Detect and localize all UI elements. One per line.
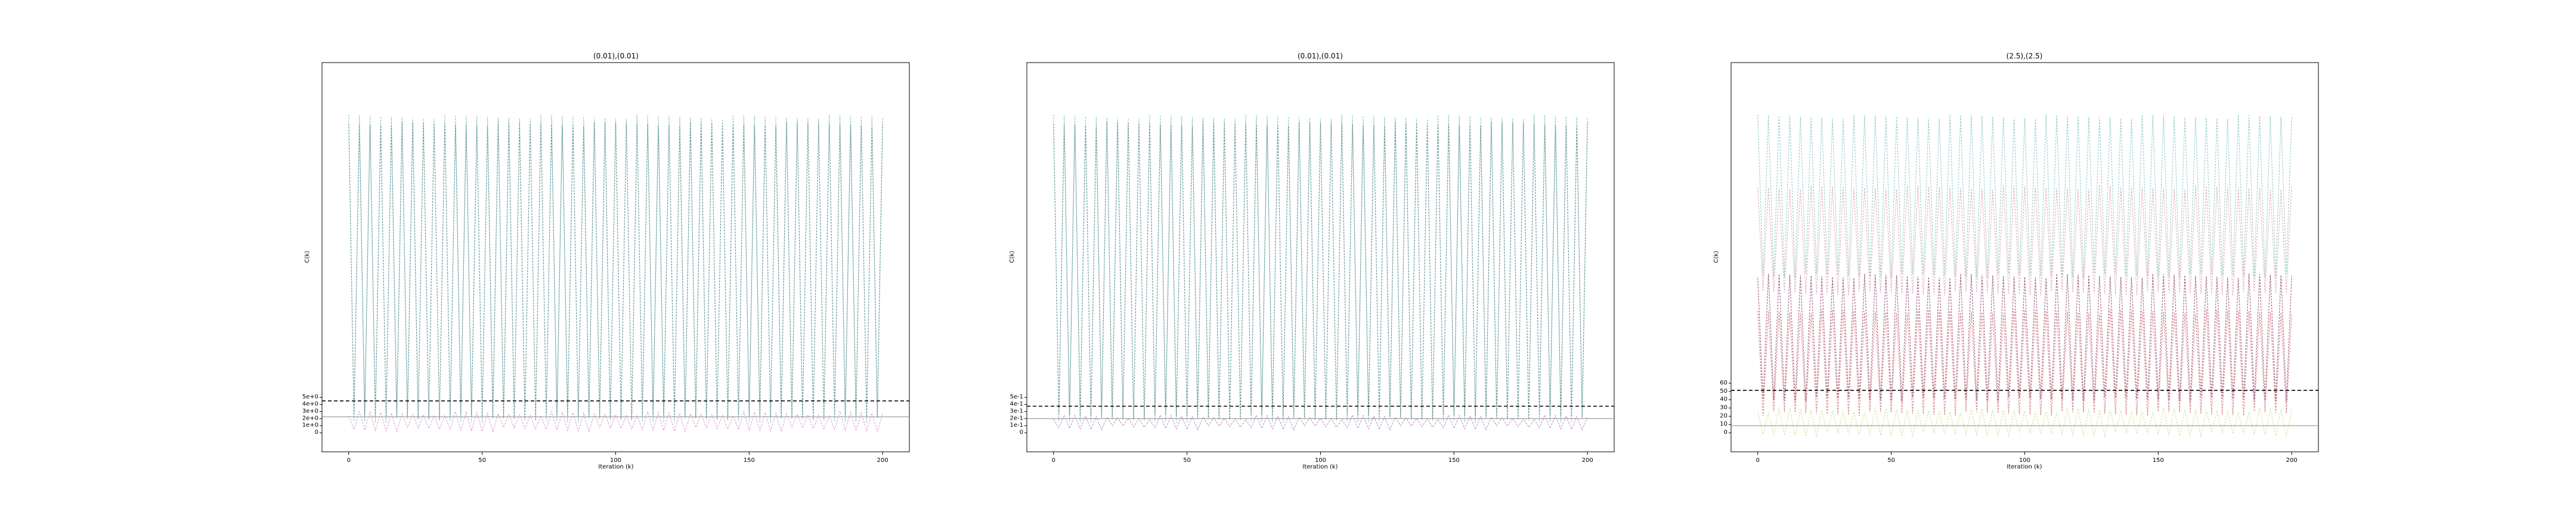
chart-title: (0.01),(0.01) <box>1298 52 1343 60</box>
reference-lines <box>1731 389 2318 426</box>
x-axis-label: Iteration (k) <box>1302 464 1337 470</box>
y-tick-label: 4e+0 <box>302 401 318 408</box>
series-line-4 <box>1757 309 2292 416</box>
x-tick-label: 50 <box>1183 457 1191 464</box>
y-tick-label: 0 <box>1020 429 1023 436</box>
y-tick-label: 10 <box>1720 421 1727 427</box>
series-line-2 <box>1053 122 1588 420</box>
y-tick-label: 1e-1 <box>1010 422 1024 429</box>
x-tick-label: 0 <box>347 457 351 464</box>
x-tick-label: 100 <box>2019 457 2030 464</box>
y-axis-label: C(k) <box>304 251 311 263</box>
chart-title: (2.5),(2.5) <box>2007 52 2043 60</box>
series-line-1 <box>1757 114 2292 278</box>
series-layer <box>1053 114 1588 431</box>
y-tick-label: 3e-1 <box>1010 408 1024 414</box>
x-tick-label: 150 <box>2153 457 2164 464</box>
x-tick-label: 0 <box>1052 457 1055 464</box>
reference-lines <box>1027 405 1614 419</box>
x-axis-ticks: 0 50 100 150 200 <box>1756 452 2298 464</box>
y-tick-label: 2e+0 <box>302 415 318 421</box>
x-tick-label: 150 <box>744 457 755 464</box>
series-layer <box>1757 114 2292 438</box>
series-line-2 <box>348 122 883 420</box>
y-tick-label: 60 <box>1720 380 1727 386</box>
y-tick-label: 1e+0 <box>302 422 318 429</box>
y-tick-label: 50 <box>1720 388 1727 395</box>
y-axis-label: C(k) <box>1713 251 1720 263</box>
y-tick-label: 5e-1 <box>1010 394 1024 401</box>
y-tick-label: 20 <box>1720 412 1727 419</box>
x-tick-label: 100 <box>610 457 621 464</box>
series-line-2 <box>1757 185 2292 296</box>
chart-title: (0.01),(0.01) <box>593 52 639 60</box>
y-tick-label: 3e+0 <box>302 408 318 414</box>
y-tick-label: 5e+0 <box>302 394 318 401</box>
y-tick-label: 2e-1 <box>1010 415 1024 421</box>
x-tick-label: 150 <box>1448 457 1460 464</box>
chart-panel-1: (0.01),(0.01) 0 50 100 150 200 01e+02e+03e+0… <box>302 52 910 470</box>
x-axis-label: Iteration (k) <box>2007 464 2042 470</box>
x-tick-label: 200 <box>2286 457 2298 464</box>
y-tick-label: 30 <box>1720 404 1727 411</box>
series-line-1 <box>1053 114 1588 423</box>
x-axis-ticks: 0 50 100 150 200 <box>347 452 888 464</box>
x-axis-label: Iteration (k) <box>598 464 633 470</box>
y-tick-label: 0 <box>1724 429 1727 436</box>
y-axis-ticks: 01e+02e+03e+04e+05e+0 <box>302 394 322 436</box>
y-axis-label: C(k) <box>1009 251 1015 263</box>
y-tick-label: 40 <box>1720 396 1727 403</box>
series-line-5 <box>1757 408 2292 438</box>
series-line-1 <box>348 114 883 423</box>
y-axis-ticks: 01e-12e-13e-14e-15e-1 <box>1010 394 1027 436</box>
reference-lines <box>322 400 909 417</box>
x-tick-label: 50 <box>478 457 486 464</box>
series-line-3 <box>1053 414 1588 431</box>
chart-panel-2: (0.01),(0.01) 0 50 100 150 200 01e-12e-13e-1… <box>1009 52 1615 470</box>
y-tick-label: 0 <box>315 429 318 436</box>
x-tick-label: 200 <box>877 457 888 464</box>
x-tick-label: 0 <box>1756 457 1760 464</box>
x-tick-label: 50 <box>1887 457 1895 464</box>
x-tick-label: 100 <box>1315 457 1326 464</box>
x-tick-label: 200 <box>1582 457 1593 464</box>
x-axis-ticks: 0 50 100 150 200 <box>1052 452 1593 464</box>
y-tick-label: 4e-1 <box>1010 401 1024 408</box>
series-layer <box>348 114 883 433</box>
